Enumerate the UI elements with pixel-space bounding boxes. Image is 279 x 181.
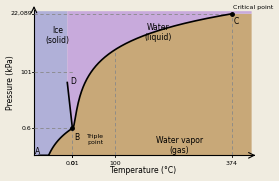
X-axis label: Temperature (°C): Temperature (°C) bbox=[110, 167, 176, 175]
Polygon shape bbox=[67, 11, 252, 128]
Text: C: C bbox=[234, 17, 239, 26]
Text: A: A bbox=[35, 147, 40, 156]
Text: Water vapor
(gas): Water vapor (gas) bbox=[155, 136, 203, 155]
Text: D: D bbox=[70, 77, 76, 86]
Text: 0.01: 0.01 bbox=[66, 161, 79, 166]
Text: 22,089: 22,089 bbox=[10, 11, 32, 16]
Text: 101: 101 bbox=[20, 70, 32, 75]
Polygon shape bbox=[34, 11, 73, 155]
Text: 0.6: 0.6 bbox=[22, 126, 32, 131]
Polygon shape bbox=[34, 14, 252, 155]
Text: 374: 374 bbox=[226, 161, 238, 166]
Text: Ice
(solid): Ice (solid) bbox=[45, 26, 69, 45]
Text: B: B bbox=[74, 133, 80, 142]
Text: 0: 0 bbox=[71, 161, 74, 166]
Text: 100: 100 bbox=[109, 161, 121, 166]
Text: Triple
point: Triple point bbox=[87, 134, 104, 145]
Text: Critical point: Critical point bbox=[233, 5, 273, 10]
Y-axis label: Pressure (kPa): Pressure (kPa) bbox=[6, 56, 15, 110]
Text: Water
(liquid): Water (liquid) bbox=[144, 23, 171, 42]
